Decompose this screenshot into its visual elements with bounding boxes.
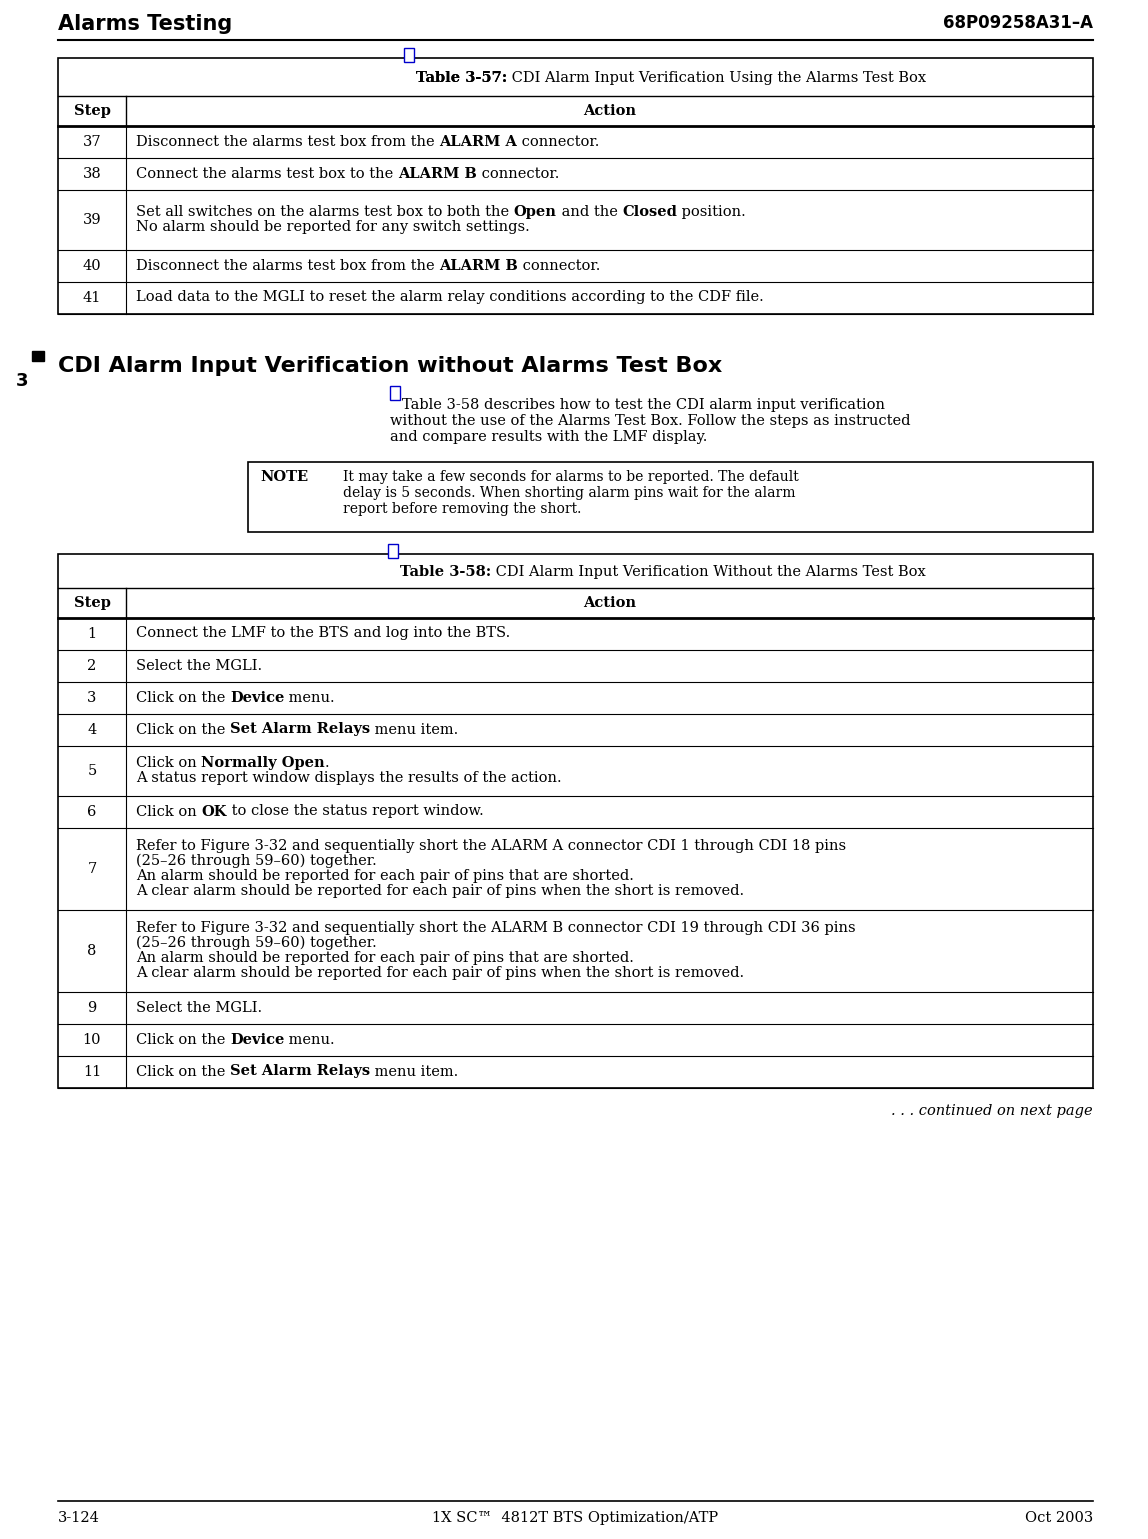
Text: 11: 11 [83,1065,101,1079]
Text: Select the MGLI.: Select the MGLI. [135,1000,262,1014]
Bar [248,462,1093,532]
Text: A clear alarm should be reported for each pair of pins when the short is removed: A clear alarm should be reported for eac… [135,966,744,980]
Bar [59,554,1093,1088]
Text: 41: 41 [83,291,101,305]
Text: Connect the LMF to the BTS and log into the BTS.: Connect the LMF to the BTS and log into … [135,626,510,640]
Text: connector.: connector. [517,134,599,148]
Text: 40: 40 [83,259,101,272]
Text: Alarms Testing: Alarms Testing [59,14,232,34]
Text: Refer to Figure 3-32 and sequentially short the ALARM A connector CDI 1 through : Refer to Figure 3-32 and sequentially sh… [135,839,846,853]
Text: Set Alarm Relays: Set Alarm Relays [230,722,370,737]
Text: Device: Device [230,691,285,705]
Text: menu item.: menu item. [370,722,458,737]
Text: report before removing the short.: report before removing the short. [343,502,581,516]
Text: to close the status report window.: to close the status report window. [227,805,483,819]
Text: It may take a few seconds for alarms to be reported. The default: It may take a few seconds for alarms to … [343,469,799,483]
Text: 7: 7 [87,862,96,876]
Text: Table 3-57:: Table 3-57: [416,71,506,85]
Text: .: . [325,756,329,770]
Text: Disconnect the alarms test box from the: Disconnect the alarms test box from the [135,134,440,148]
Text: Refer to Figure 3-32 and sequentially short the ALARM B connector CDI 19 through: Refer to Figure 3-32 and sequentially sh… [135,920,855,936]
Text: 9: 9 [87,1000,96,1016]
Text: Set all switches on the alarms test box to both the: Set all switches on the alarms test box … [135,205,514,219]
Text: Disconnect the alarms test box from the: Disconnect the alarms test box from the [135,259,440,272]
Text: Load data to the MGLI to reset the alarm relay conditions according to the CDF f: Load data to the MGLI to reset the alarm… [135,291,763,305]
Text: (25–26 through 59–60) together.: (25–26 through 59–60) together. [135,854,377,868]
Text: Step: Step [73,105,110,119]
Text: delay is 5 seconds. When shorting alarm pins wait for the alarm: delay is 5 seconds. When shorting alarm … [343,486,796,500]
Text: CDI Alarm Input Verification without Alarms Test Box: CDI Alarm Input Verification without Ala… [59,356,722,376]
Text: 38: 38 [83,168,101,182]
Bar [390,386,400,400]
Text: . . . continued on next page: . . . continued on next page [891,1103,1093,1117]
Text: position.: position. [677,205,746,219]
Text: 1X SC™  4812T BTS Optimization/ATP: 1X SC™ 4812T BTS Optimization/ATP [433,1511,719,1525]
Text: 68P09258A31–A: 68P09258A31–A [943,14,1093,32]
Text: Click on: Click on [135,805,201,819]
Text: 39: 39 [83,212,101,226]
Text: 37: 37 [83,135,101,149]
Text: Action: Action [583,596,636,609]
Text: No alarm should be reported for any switch settings.: No alarm should be reported for any swit… [135,220,529,234]
Text: 3: 3 [87,691,96,705]
Text: connector.: connector. [518,259,600,272]
Text: Table 3-58 describes how to test the CDI alarm input verification: Table 3-58 describes how to test the CDI… [402,399,885,412]
Text: An alarm should be reported for each pair of pins that are shorted.: An alarm should be reported for each pai… [135,951,634,965]
Bar [32,351,44,362]
Text: Connect the alarms test box to the: Connect the alarms test box to the [135,166,398,180]
Text: CDI Alarm Input Verification Without the Alarms Test Box: CDI Alarm Input Verification Without the… [490,565,925,579]
Text: Normally Open: Normally Open [201,756,325,770]
Text: (25–26 through 59–60) together.: (25–26 through 59–60) together. [135,936,377,951]
Text: 6: 6 [87,805,96,819]
Text: Table 3-58:: Table 3-58: [400,565,490,579]
Text: Click on the: Click on the [135,691,230,705]
Text: Closed: Closed [622,205,677,219]
Text: Oct 2003: Oct 2003 [1025,1511,1093,1525]
Text: Click on the: Click on the [135,1065,230,1079]
Text: Click on the: Click on the [135,722,230,737]
Text: 2: 2 [87,659,96,673]
Text: menu.: menu. [285,1033,335,1047]
Text: without the use of the Alarms Test Box. Follow the steps as instructed: without the use of the Alarms Test Box. … [390,414,910,428]
Text: and compare results with the LMF display.: and compare results with the LMF display… [390,429,707,443]
Text: Set Alarm Relays: Set Alarm Relays [230,1065,370,1079]
Text: Action: Action [583,105,636,119]
Text: 3-124: 3-124 [59,1511,100,1525]
Text: 4: 4 [87,723,96,737]
Text: and the: and the [557,205,622,219]
Text: A clear alarm should be reported for each pair of pins when the short is removed: A clear alarm should be reported for eac… [135,883,744,897]
Text: An alarm should be reported for each pair of pins that are shorted.: An alarm should be reported for each pai… [135,870,634,883]
Text: Table 3-57:: Table 3-57: [416,71,506,85]
Text: connector.: connector. [476,166,559,180]
Text: Click on the: Click on the [135,1033,230,1047]
Text: ALARM B: ALARM B [440,259,518,272]
Text: ALARM B: ALARM B [398,166,476,180]
Text: Device: Device [230,1033,285,1047]
Text: A status report window displays the results of the action.: A status report window displays the resu… [135,771,561,785]
Text: 1: 1 [87,626,96,642]
Text: NOTE: NOTE [259,469,308,483]
Text: Step: Step [73,596,110,609]
Text: 10: 10 [83,1033,101,1047]
Text: Select the MGLI.: Select the MGLI. [135,659,262,673]
Text: Open: Open [514,205,557,219]
Text: ALARM A: ALARM A [440,134,517,148]
Bar [403,48,413,62]
Text: menu.: menu. [285,691,335,705]
Text: menu item.: menu item. [370,1065,458,1079]
Text: CDI Alarm Input Verification Using the Alarms Test Box: CDI Alarm Input Verification Using the A… [506,71,926,85]
Bar [59,58,1093,314]
Text: OK: OK [201,805,227,819]
Text: 8: 8 [87,943,96,957]
Text: Click on: Click on [135,756,201,770]
Text: 5: 5 [87,763,96,779]
Text: 3: 3 [16,372,29,389]
Bar [388,543,397,559]
